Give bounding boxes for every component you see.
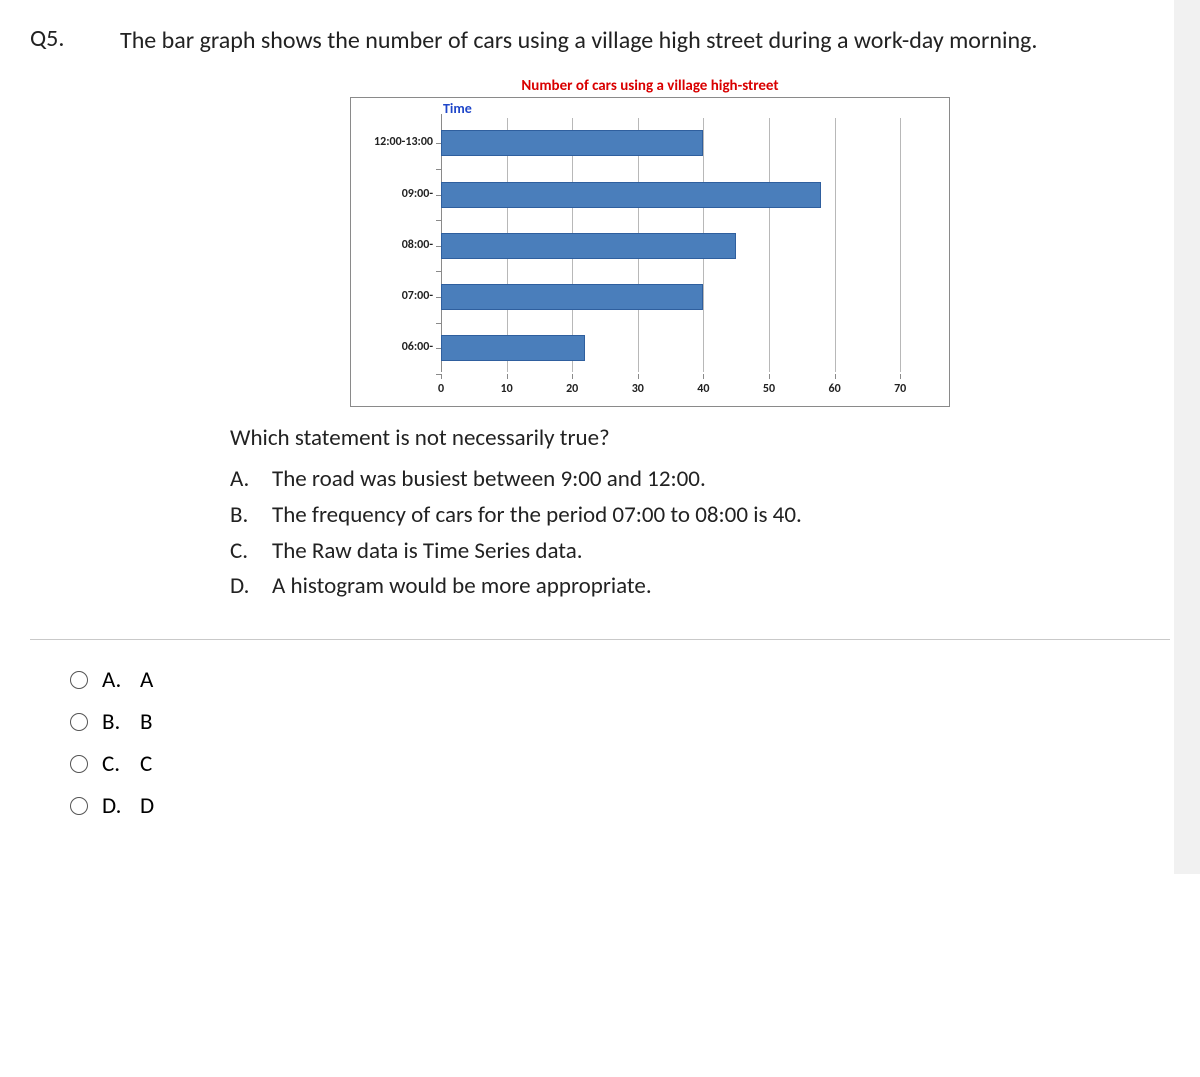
x-tick-label: 30 xyxy=(632,382,644,396)
chart-bar xyxy=(441,284,703,310)
statement-letter: C. xyxy=(230,534,272,570)
statement-row: D.A histogram would be more appropriate. xyxy=(230,569,1170,605)
y-minor-tick xyxy=(436,220,441,221)
chart-box: Time 0 10 20 30 40 50 60 70 12:00-13:00 09:00- 08:… xyxy=(350,97,950,407)
x-tick-label: 60 xyxy=(829,382,841,396)
chart-bar xyxy=(441,335,585,361)
chart-gridline xyxy=(769,118,770,372)
y-tick-label: 12:00-13:00 xyxy=(353,135,433,149)
page: Q5. The bar graph shows the number of ca… xyxy=(0,0,1200,874)
statement-text: The road was busiest between 9:00 and 12… xyxy=(272,462,706,498)
x-tick xyxy=(703,374,704,379)
x-tick xyxy=(835,374,836,379)
answer-value: C xyxy=(140,750,152,778)
statement-letter: A. xyxy=(230,462,272,498)
y-tick xyxy=(436,143,441,144)
answer-options: A.AB.BC.CD.D xyxy=(70,666,1170,820)
answer-value: D xyxy=(140,792,154,820)
statement-letter: B. xyxy=(230,498,272,534)
y-tick-label: 06:00- xyxy=(353,340,433,354)
question-header: Q5. The bar graph shows the number of ca… xyxy=(30,24,1170,59)
x-tick-label: 40 xyxy=(697,382,709,396)
sub-question-text: Which statement is not necessarily true? xyxy=(230,421,1170,457)
y-tick-label: 07:00- xyxy=(353,289,433,303)
chart-plot-area xyxy=(441,118,931,372)
statement-row: A.The road was busiest between 9:00 and … xyxy=(230,462,1170,498)
statement-row: B.The frequency of cars for the period 0… xyxy=(230,498,1170,534)
sub-question-block: Which statement is not necessarily true?… xyxy=(230,421,1170,605)
answer-value: B xyxy=(140,708,153,736)
y-minor-tick xyxy=(436,323,441,324)
scrollbar-track[interactable] xyxy=(1174,0,1200,874)
answer-letter: D. xyxy=(102,792,140,820)
chart-axis-sub-label: Time xyxy=(443,100,472,117)
statement-letter: D. xyxy=(230,569,272,605)
radio-icon[interactable] xyxy=(70,671,88,689)
statement-text: A histogram would be more appropriate. xyxy=(272,569,652,605)
divider xyxy=(30,639,1170,640)
chart-container: Number of cars using a village high-stre… xyxy=(350,77,950,407)
answer-option[interactable]: C.C xyxy=(70,750,1170,778)
y-tick xyxy=(436,297,441,298)
chart-bar xyxy=(441,182,821,208)
x-tick xyxy=(441,374,442,379)
chart-title: Number of cars using a village high-stre… xyxy=(350,77,950,95)
y-tick xyxy=(436,348,441,349)
answer-option[interactable]: A.A xyxy=(70,666,1170,694)
x-tick-label: 0 xyxy=(438,382,444,396)
chart-gridline xyxy=(835,118,836,372)
x-tick xyxy=(900,374,901,379)
x-tick-label: 20 xyxy=(566,382,578,396)
answer-option[interactable]: D.D xyxy=(70,792,1170,820)
y-minor-tick xyxy=(436,169,441,170)
question-number: Q5. xyxy=(30,24,120,53)
x-tick xyxy=(769,374,770,379)
y-minor-tick xyxy=(436,271,441,272)
chart-bar xyxy=(441,233,736,259)
answer-option[interactable]: B.B xyxy=(70,708,1170,736)
answer-value: A xyxy=(140,666,153,694)
x-tick-label: 70 xyxy=(894,382,906,396)
radio-icon[interactable] xyxy=(70,713,88,731)
y-tick xyxy=(436,246,441,247)
chart-bar xyxy=(441,130,703,156)
chart-gridline xyxy=(900,118,901,372)
answer-letter: C. xyxy=(102,750,140,778)
statement-row: C.The Raw data is Time Series data. xyxy=(230,534,1170,570)
statements-list: A.The road was busiest between 9:00 and … xyxy=(230,462,1170,605)
y-tick-label: 08:00- xyxy=(353,238,433,252)
answer-letter: B. xyxy=(102,708,140,736)
radio-icon[interactable] xyxy=(70,797,88,815)
y-tick xyxy=(436,195,441,196)
answer-letter: A. xyxy=(102,666,140,694)
x-tick-label: 10 xyxy=(501,382,513,396)
y-tick-label: 09:00- xyxy=(353,187,433,201)
x-tick xyxy=(572,374,573,379)
radio-icon[interactable] xyxy=(70,755,88,773)
x-tick xyxy=(507,374,508,379)
statement-text: The frequency of cars for the period 07:… xyxy=(272,498,802,534)
x-tick-label: 50 xyxy=(763,382,775,396)
question-text: The bar graph shows the number of cars u… xyxy=(120,24,1037,59)
statement-text: The Raw data is Time Series data. xyxy=(272,534,583,570)
x-tick xyxy=(638,374,639,379)
